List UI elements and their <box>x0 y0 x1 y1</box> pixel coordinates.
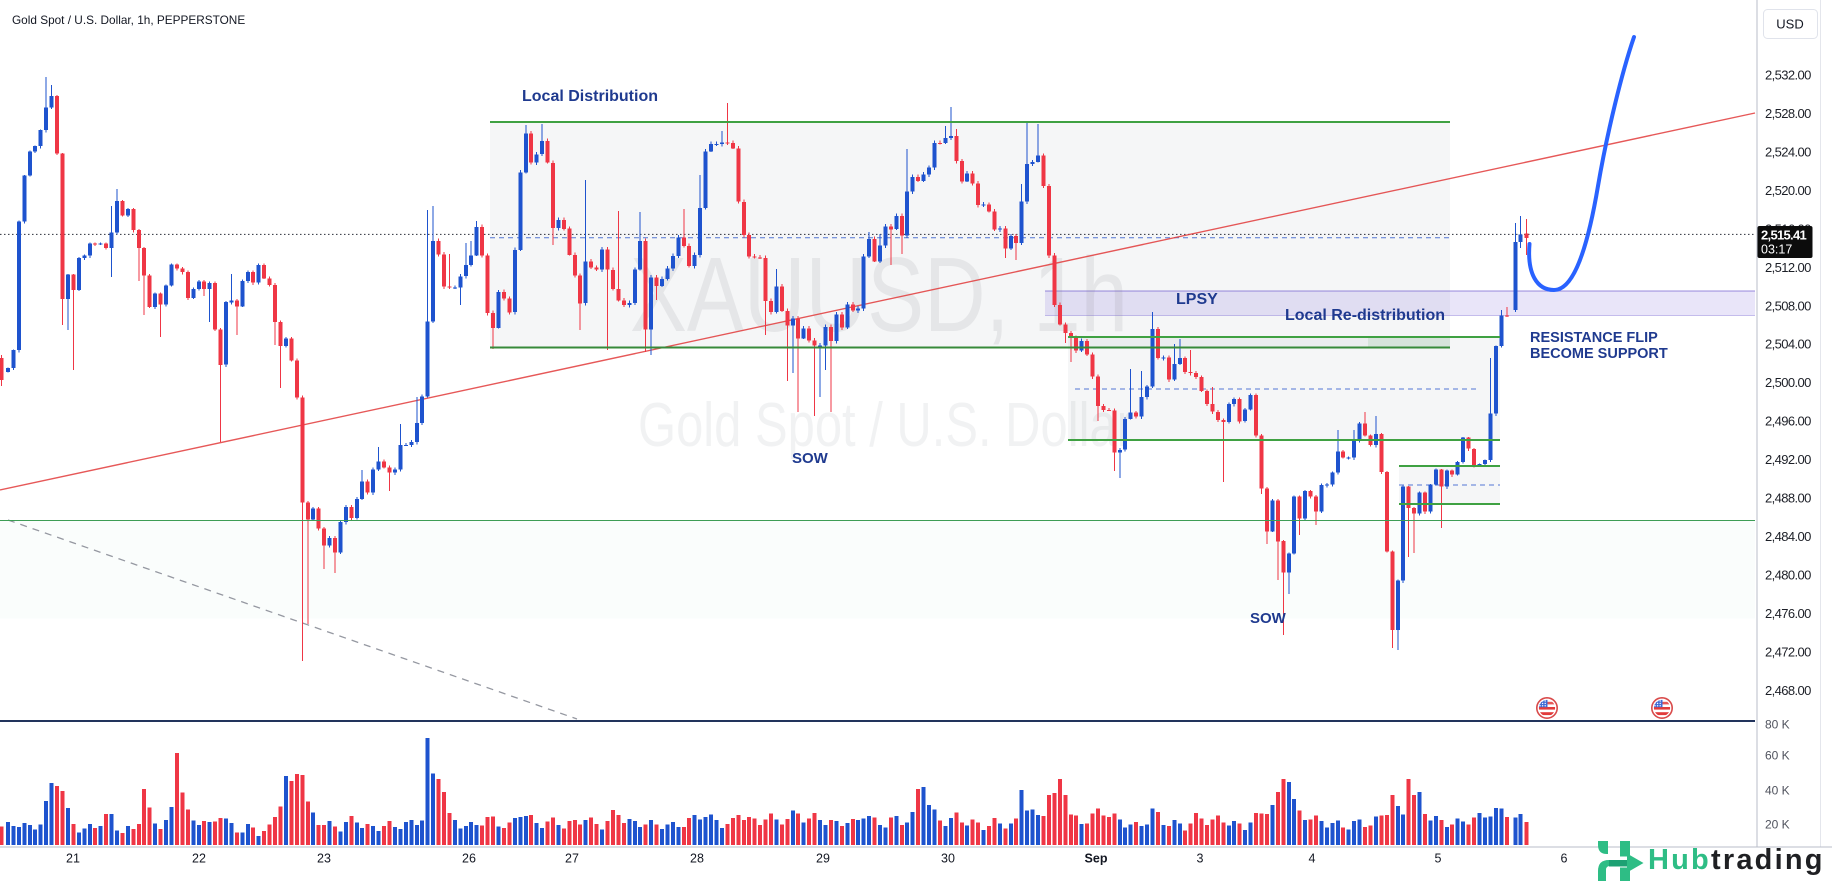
svg-text:Local Re-distribution: Local Re-distribution <box>1285 307 1445 324</box>
svg-text:60 K: 60 K <box>1765 748 1790 762</box>
svg-text:23: 23 <box>317 852 331 866</box>
svg-text:2,515.41: 2,515.41 <box>1761 228 1806 243</box>
svg-text:SOW: SOW <box>1250 610 1287 627</box>
svg-text:2,524.00: 2,524.00 <box>1765 144 1811 159</box>
svg-text:2,512.00: 2,512.00 <box>1765 260 1811 275</box>
svg-text:Gold Spot / U.S. Dollar, 1h, P: Gold Spot / U.S. Dollar, 1h, PEPPERSTONE <box>12 13 245 27</box>
svg-text:28: 28 <box>690 852 704 866</box>
svg-text:40 K: 40 K <box>1765 783 1790 797</box>
svg-text:2,496.00: 2,496.00 <box>1765 414 1811 429</box>
svg-text:2,504.00: 2,504.00 <box>1765 337 1811 352</box>
svg-text:80 K: 80 K <box>1765 717 1790 731</box>
svg-text:03:17: 03:17 <box>1761 243 1792 257</box>
svg-text:SOW: SOW <box>792 450 829 467</box>
svg-text:Local Distribution: Local Distribution <box>522 88 658 105</box>
svg-text:29: 29 <box>816 852 830 866</box>
svg-text:20 K: 20 K <box>1765 818 1790 832</box>
svg-text:21: 21 <box>66 852 80 866</box>
svg-text:Hubtrading: Hubtrading <box>1648 844 1825 876</box>
svg-text:LPSY: LPSY <box>1176 291 1218 308</box>
svg-text:30: 30 <box>941 852 955 866</box>
svg-text:2,500.00: 2,500.00 <box>1765 375 1811 390</box>
svg-text:5: 5 <box>1435 852 1442 866</box>
svg-text:6: 6 <box>1561 852 1568 866</box>
svg-text:22: 22 <box>192 852 206 866</box>
svg-text:2,480.00: 2,480.00 <box>1765 568 1811 583</box>
svg-text:26: 26 <box>462 852 476 866</box>
svg-text:2,520.00: 2,520.00 <box>1765 183 1811 198</box>
svg-text:BECOME SUPPORT: BECOME SUPPORT <box>1530 346 1668 362</box>
svg-text:2,532.00: 2,532.00 <box>1765 67 1811 82</box>
svg-text:3: 3 <box>1197 852 1204 866</box>
svg-text:4: 4 <box>1309 852 1316 866</box>
svg-text:2,508.00: 2,508.00 <box>1765 298 1811 313</box>
svg-text:27: 27 <box>565 852 579 866</box>
svg-text:2,468.00: 2,468.00 <box>1765 683 1811 698</box>
svg-text:2,476.00: 2,476.00 <box>1765 606 1811 621</box>
svg-text:2,488.00: 2,488.00 <box>1765 491 1811 506</box>
svg-text:2,492.00: 2,492.00 <box>1765 452 1811 467</box>
svg-text:Gold Spot / U.S. Dollar: Gold Spot / U.S. Dollar <box>638 391 1133 460</box>
svg-text:2,472.00: 2,472.00 <box>1765 645 1811 660</box>
svg-text:2,484.00: 2,484.00 <box>1765 529 1811 544</box>
svg-text:RESISTANCE FLIP: RESISTANCE FLIP <box>1530 330 1658 346</box>
svg-text:Sep: Sep <box>1085 852 1108 866</box>
svg-text:USD: USD <box>1776 17 1803 32</box>
svg-text:2,528.00: 2,528.00 <box>1765 106 1811 121</box>
